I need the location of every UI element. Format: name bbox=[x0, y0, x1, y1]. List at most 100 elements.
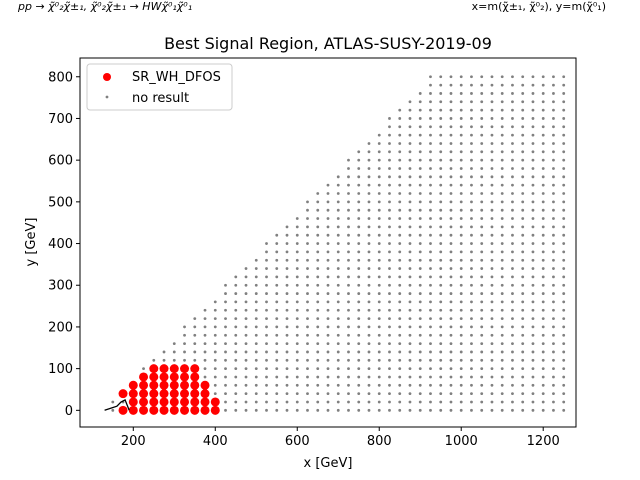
no-result-point bbox=[265, 367, 268, 371]
no-result-point bbox=[439, 83, 443, 87]
no-result-point bbox=[429, 292, 432, 295]
no-result-point bbox=[367, 267, 371, 270]
no-result-point bbox=[408, 217, 412, 220]
no-result-point bbox=[511, 350, 514, 354]
sr-wh-dfos-point bbox=[139, 389, 149, 399]
no-result-point bbox=[203, 317, 207, 320]
annotation-layer bbox=[104, 398, 130, 411]
no-result-point bbox=[316, 333, 320, 337]
no-result-point bbox=[398, 375, 402, 379]
no-result-point bbox=[429, 408, 432, 412]
no-result-point bbox=[408, 283, 412, 287]
no-result-point bbox=[439, 242, 443, 245]
no-result-point bbox=[552, 350, 555, 354]
no-result-point bbox=[541, 258, 545, 262]
no-result-point bbox=[388, 283, 391, 287]
no-result-point bbox=[316, 392, 320, 396]
no-result-point bbox=[336, 408, 340, 412]
no-result-point bbox=[521, 92, 525, 95]
no-result-point bbox=[429, 400, 432, 404]
no-result-point bbox=[357, 192, 361, 195]
no-result-point bbox=[326, 275, 330, 279]
no-result-point bbox=[388, 358, 391, 362]
no-result-point bbox=[439, 267, 443, 270]
sr-wh-dfos-point bbox=[139, 372, 149, 382]
no-result-point bbox=[562, 333, 566, 337]
no-result-point bbox=[552, 392, 555, 396]
sr-wh-dfos-point bbox=[190, 364, 200, 374]
no-result-point bbox=[521, 250, 525, 254]
no-result-point bbox=[531, 392, 535, 396]
no-result-point bbox=[531, 375, 535, 379]
no-result-point bbox=[470, 75, 473, 79]
no-result-point bbox=[367, 150, 371, 154]
no-result-point bbox=[459, 83, 463, 87]
no-result-point bbox=[254, 333, 258, 337]
no-result-point bbox=[562, 283, 566, 287]
no-result-point bbox=[511, 267, 514, 270]
no-result-point bbox=[326, 217, 330, 220]
no-result-point bbox=[470, 100, 473, 104]
no-result-point bbox=[459, 258, 463, 262]
no-result-point bbox=[316, 317, 320, 320]
no-result-point bbox=[500, 150, 504, 154]
no-result-point bbox=[367, 217, 371, 220]
no-result-point bbox=[285, 225, 289, 229]
no-result-point bbox=[418, 333, 422, 337]
no-result-point bbox=[480, 325, 484, 329]
no-result-point bbox=[552, 150, 555, 154]
no-result-point bbox=[285, 392, 289, 396]
y-tick-label: 0 bbox=[65, 404, 73, 419]
no-result-point bbox=[449, 342, 453, 346]
no-result-point bbox=[490, 258, 494, 262]
no-result-point bbox=[285, 283, 289, 287]
no-result-point bbox=[552, 133, 555, 137]
no-result-point bbox=[306, 308, 309, 312]
no-result-point bbox=[470, 400, 473, 404]
no-result-point bbox=[347, 167, 350, 170]
no-result-point bbox=[398, 233, 402, 237]
y-tick-label: 200 bbox=[48, 320, 73, 335]
no-result-point bbox=[408, 183, 412, 187]
no-result-point bbox=[347, 208, 350, 212]
no-result-point bbox=[254, 375, 258, 379]
no-result-point bbox=[470, 142, 473, 145]
no-result-point bbox=[418, 108, 422, 112]
no-result-point bbox=[254, 350, 258, 354]
no-result-point bbox=[265, 300, 268, 304]
no-result-point bbox=[562, 83, 566, 87]
no-result-point bbox=[429, 367, 432, 371]
no-result-point bbox=[500, 375, 504, 379]
no-result-point bbox=[183, 342, 186, 346]
no-result-point bbox=[203, 308, 207, 312]
no-result-point bbox=[326, 258, 330, 262]
no-result-point bbox=[326, 408, 330, 412]
no-result-point bbox=[285, 342, 289, 346]
no-result-point bbox=[429, 125, 432, 129]
no-result-point bbox=[459, 358, 463, 362]
no-result-point bbox=[347, 250, 350, 254]
no-result-point bbox=[531, 308, 535, 312]
no-result-point bbox=[367, 275, 371, 279]
no-result-point bbox=[541, 208, 545, 212]
no-result-point bbox=[408, 175, 412, 179]
no-result-point bbox=[552, 333, 555, 337]
no-result-point bbox=[449, 92, 453, 95]
no-result-point bbox=[531, 283, 535, 287]
no-result-point bbox=[295, 283, 299, 287]
no-result-point bbox=[234, 408, 238, 412]
no-result-point bbox=[429, 117, 432, 120]
no-result-point bbox=[254, 408, 258, 412]
no-result-point bbox=[500, 175, 504, 179]
no-result-point bbox=[562, 208, 566, 212]
no-result-point bbox=[336, 342, 340, 346]
no-result-point bbox=[511, 225, 514, 229]
no-result-point bbox=[562, 375, 566, 379]
no-result-point bbox=[449, 175, 453, 179]
no-result-point bbox=[285, 333, 289, 337]
no-result-point bbox=[408, 367, 412, 371]
no-result-point bbox=[377, 317, 381, 320]
no-result-point bbox=[418, 208, 422, 212]
no-result-point bbox=[285, 292, 289, 295]
no-result-point bbox=[511, 358, 514, 362]
